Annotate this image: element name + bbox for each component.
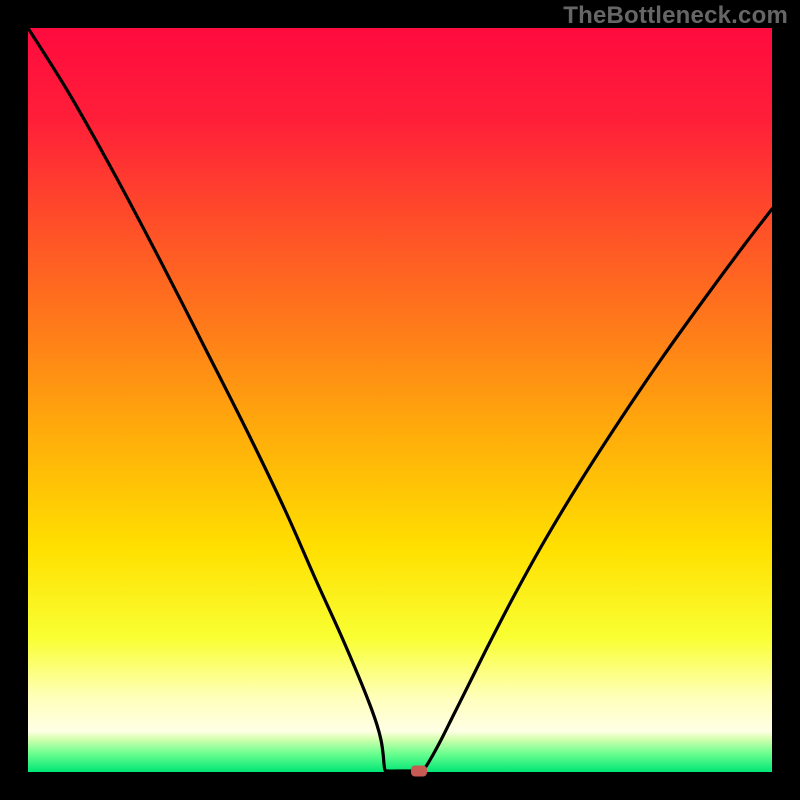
optimal-point-marker: [411, 766, 427, 777]
bottleneck-chart: [0, 0, 800, 800]
watermark-text: TheBottleneck.com: [563, 2, 788, 30]
chart-container: { "canvas": { "width": 800, "height": 80…: [0, 0, 800, 800]
gradient-background: [28, 28, 772, 772]
